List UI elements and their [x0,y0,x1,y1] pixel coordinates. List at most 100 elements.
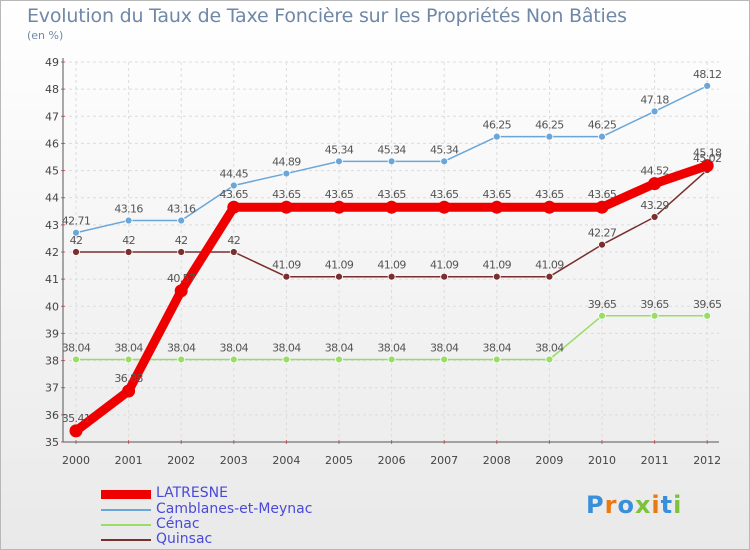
data-label-latresne: 36.88 [114,372,143,385]
data-point-quinsac [492,272,501,281]
data-point-quinsac [545,272,554,281]
x-tick-label: 2002 [167,454,195,467]
data-point-c-nac [229,355,238,364]
data-point-latresne [174,284,188,298]
data-label-latresne: 43.65 [588,188,617,201]
y-tick-label: 40 [45,300,59,313]
x-tick-label: 2004 [272,454,300,467]
data-label-quinsac: 41.09 [483,259,512,272]
data-point-c-nac [124,355,133,364]
data-label-camblanes-et-meynac: 46.25 [535,119,564,132]
data-point-latresne [227,200,241,214]
logo-letter: r [604,491,618,519]
data-point-quinsac [124,248,133,256]
data-point-camblanes-et-meynac [492,132,501,141]
data-label-camblanes-et-meynac: 44.45 [220,168,249,181]
data-label-quinsac: 43.29 [640,199,669,212]
data-point-quinsac [598,240,606,249]
data-label-camblanes-et-meynac: 45.34 [430,143,459,156]
data-label-camblanes-et-meynac: 45.34 [377,143,406,156]
data-label-latresne: 43.65 [377,188,406,201]
data-point-camblanes-et-meynac [650,107,659,116]
data-label-quinsac: 42.27 [588,227,617,240]
y-tick-label: 38 [45,355,59,368]
x-tick-label: 2007 [430,454,458,467]
data-label-c-nac: 38.04 [114,341,143,354]
x-tick-label: 2008 [483,454,511,467]
legend-item-quinsac[interactable]: Quinsac [101,531,421,548]
data-label-latresne: 35.41 [62,412,91,425]
legend-swatch-quinsac [101,539,151,541]
data-point-camblanes-et-meynac [545,132,554,141]
data-point-quinsac [335,272,343,281]
y-tick-label: 47 [45,110,59,123]
data-point-c-nac [703,311,712,320]
data-label-quinsac: 41.09 [272,259,301,272]
y-tick-label: 41 [45,273,59,286]
x-tick-label: 2003 [220,454,248,467]
data-point-latresne [332,200,346,214]
data-label-c-nac: 38.04 [220,341,249,354]
legend-item-camblanes[interactable]: Camblanes-et-Meynac [101,501,421,518]
data-point-c-nac [545,355,554,364]
data-point-latresne [385,200,399,214]
legend-label-quinsac: Quinsac [156,531,213,547]
data-point-c-nac [440,355,449,364]
legend-label-latresne: LATRESNE [156,485,228,501]
data-point-camblanes-et-meynac [440,157,449,166]
y-tick-label: 46 [45,137,59,150]
x-tick-label: 2001 [115,454,143,467]
data-point-camblanes-et-meynac [387,157,396,166]
data-label-c-nac: 39.65 [588,298,617,311]
data-label-quinsac: 41.09 [430,259,459,272]
data-point-camblanes-et-meynac [72,228,80,237]
data-point-latresne [490,200,504,214]
legend-item-cenac[interactable]: Cénac [101,516,421,533]
data-label-quinsac: 42 [70,234,83,247]
data-label-c-nac: 38.04 [535,341,564,354]
data-label-latresne: 43.65 [325,188,354,201]
legend-label-camblanes: Camblanes-et-Meynac [156,501,313,517]
data-label-c-nac: 38.04 [272,341,301,354]
data-label-c-nac: 39.65 [693,298,722,311]
data-label-latresne: 43.65 [535,188,564,201]
data-labels: 42 42 42 42 41.09 41.09 41.09 41.09 41.09 41.09 42… [62,68,723,425]
axes: 35 36 37 38 39 40 41 42 43 44 45 46 47 48 49 2000 2001 20… [45,56,721,467]
data-label-c-nac: 38.04 [483,341,512,354]
data-point-latresne [279,200,293,214]
data-label-c-nac: 38.04 [377,341,406,354]
data-point-camblanes-et-meynac [335,157,343,166]
data-label-camblanes-et-meynac: 46.25 [483,119,512,132]
x-tick-label: 2000 [62,454,90,467]
data-point-latresne [122,384,136,398]
y-tick-label: 36 [45,409,59,422]
y-tick-label: 49 [45,56,59,69]
data-point-camblanes-et-meynac [282,169,291,178]
logo-letter: t [660,491,674,519]
data-point-latresne [542,200,556,214]
data-point-latresne [595,200,609,214]
data-label-quinsac: 42 [122,234,135,247]
legend-item-latresne[interactable]: LATRESNE [101,485,421,502]
data-label-camblanes-et-meynac: 45.34 [325,143,354,156]
data-point-camblanes-et-meynac [124,216,133,225]
x-tick-label: 2010 [588,454,616,467]
series-lines [69,81,714,438]
legend-swatch-camblanes [101,509,151,511]
data-label-camblanes-et-meynac: 47.18 [640,93,669,106]
data-label-latresne: 43.65 [220,188,249,201]
data-label-quinsac: 42 [175,234,188,247]
data-point-quinsac [440,272,449,281]
chart-title: Evolution du Taux de Taxe Foncière sur l… [27,5,627,27]
data-point-c-nac [650,311,659,320]
data-label-latresne: 40.57 [167,272,196,285]
data-label-latresne: 43.65 [272,188,301,201]
data-point-c-nac [598,311,606,320]
y-tick-label: 48 [45,83,59,96]
data-point-quinsac [282,272,291,281]
data-point-quinsac [650,213,659,221]
data-point-c-nac [492,355,501,364]
logo-letter: o [617,491,635,519]
y-tick-label: 42 [45,246,59,259]
